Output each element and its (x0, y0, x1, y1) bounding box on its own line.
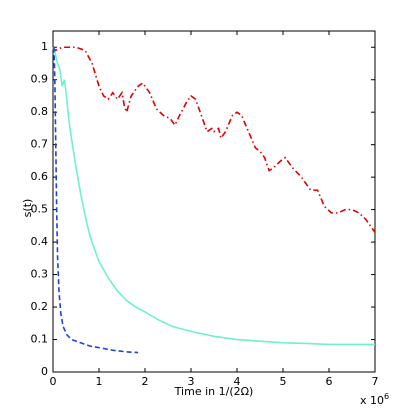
series-line (52, 46, 376, 233)
plot-frame (52, 30, 376, 373)
y-tick-label: 0.4 (31, 235, 49, 248)
x-tick-label: 7 (372, 375, 379, 388)
y-tick-label: 0.9 (31, 73, 49, 86)
y-tick-label: 0.5 (31, 203, 49, 216)
x-axis-label: Time in 1/(2Ω) (174, 385, 254, 398)
x-tick-label: 6 (326, 375, 333, 388)
series-line (53, 47, 139, 354)
y-tick-label: 1 (41, 40, 48, 53)
y-tick-label: 0.3 (31, 268, 49, 281)
x-tick-label: 3 (188, 375, 195, 388)
y-tick-label: 0.6 (31, 170, 49, 183)
y-tick-label: 0 (41, 365, 48, 378)
x-tick-label: 0 (50, 375, 57, 388)
y-tick-label: 0.7 (31, 138, 49, 151)
y-tick-label: 0.1 (31, 333, 49, 346)
x-multiplier: x 106 (360, 392, 389, 408)
x-tick-label: 1 (96, 375, 103, 388)
y-tick-label: 0.8 (31, 105, 49, 118)
x-tick-label: 5 (280, 375, 287, 388)
x-tick-label: 2 (142, 375, 149, 388)
x-tick-label: 4 (234, 375, 241, 388)
y-tick-label: 0.2 (31, 300, 49, 313)
y-axis-label: s(t) (21, 199, 34, 218)
series-line (52, 46, 375, 346)
